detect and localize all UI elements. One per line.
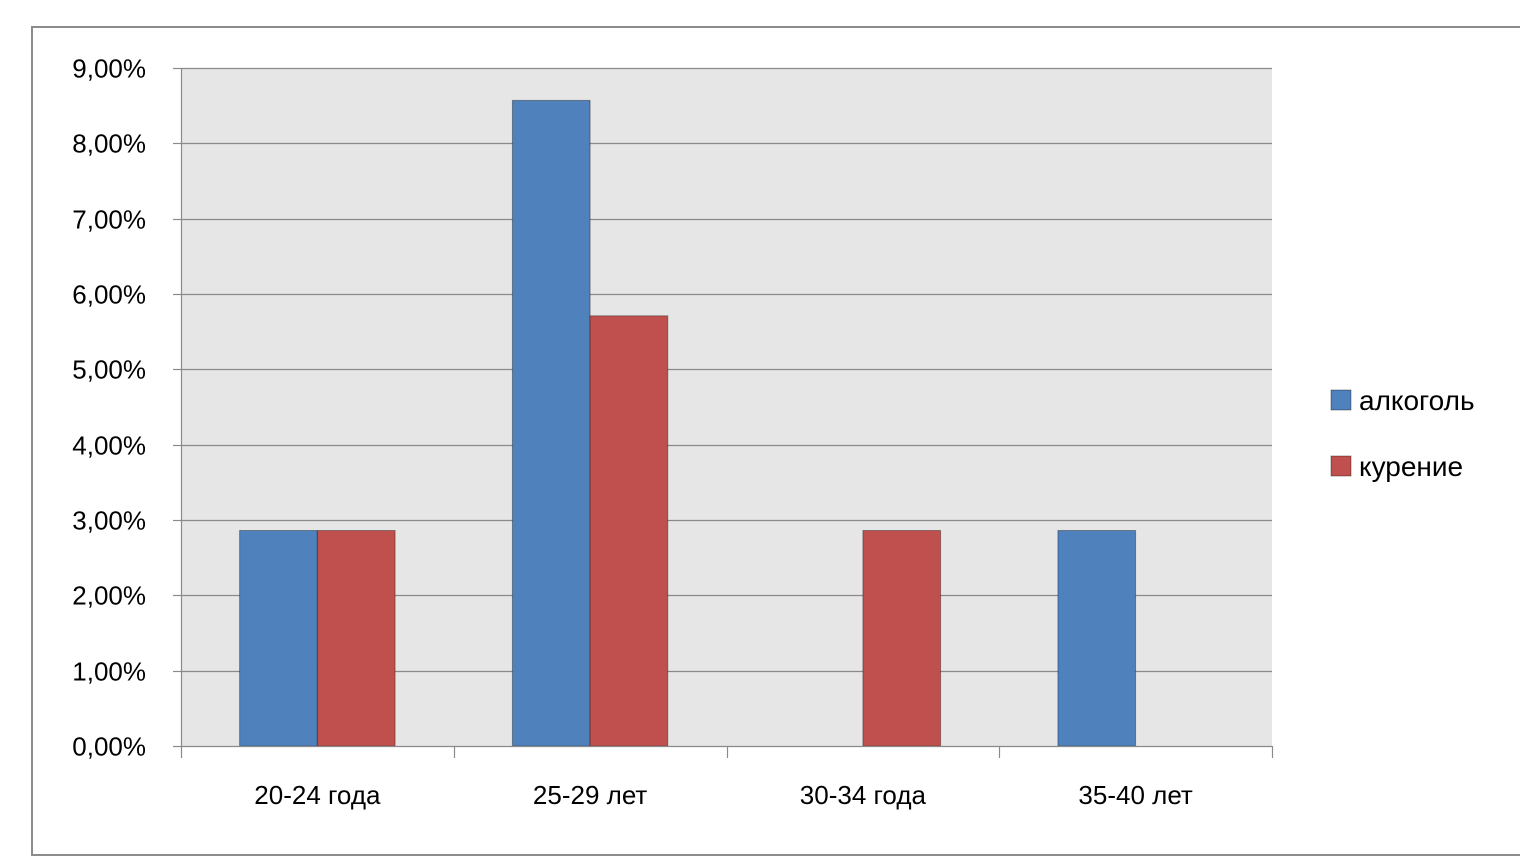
bar-smoking — [862, 530, 942, 747]
legend-swatch — [1330, 389, 1352, 411]
bar-smoking — [316, 530, 396, 747]
x-axis-tick-labels: 20-24 года 25-29 лет 30-34 года 35-40 лет — [254, 780, 1193, 810]
bars — [239, 99, 1137, 747]
bar-chart: 0,00% 1,00% 2,00% 3,00% 4,00% 5,00% 6,00% 7,00%… — [72, 54, 1475, 811]
x-tick-label: 30-34 года — [800, 780, 927, 810]
y-tick-label: 2,00% — [72, 581, 146, 611]
y-tick-label: 6,00% — [72, 280, 146, 310]
legend-swatch — [1330, 455, 1352, 477]
y-tick-label: 4,00% — [72, 431, 146, 461]
legend-label: курение — [1359, 451, 1463, 482]
bar-alcohol — [1057, 530, 1137, 747]
gridlines — [181, 67, 1272, 673]
axes — [173, 67, 1274, 758]
legend-label: алкоголь — [1359, 385, 1475, 416]
x-tick-label: 35-40 лет — [1078, 780, 1192, 810]
legend: алкоголь курение — [1330, 385, 1475, 482]
bar-alcohol — [239, 530, 318, 747]
y-tick-label: 0,00% — [72, 732, 146, 762]
y-tick-label: 9,00% — [72, 54, 146, 84]
x-tick-label: 20-24 года — [254, 780, 381, 810]
bar-alcohol — [511, 99, 591, 747]
x-tick-label: 25-29 лет — [533, 780, 647, 810]
y-tick-label: 8,00% — [72, 129, 146, 159]
y-tick-label: 5,00% — [72, 355, 146, 385]
bar-smoking — [589, 315, 669, 747]
y-axis-tick-labels: 0,00% 1,00% 2,00% 3,00% 4,00% 5,00% 6,00% 7,00%… — [72, 54, 146, 762]
y-tick-label: 3,00% — [72, 506, 146, 536]
y-tick-label: 7,00% — [72, 205, 146, 235]
y-tick-label: 1,00% — [72, 657, 146, 687]
